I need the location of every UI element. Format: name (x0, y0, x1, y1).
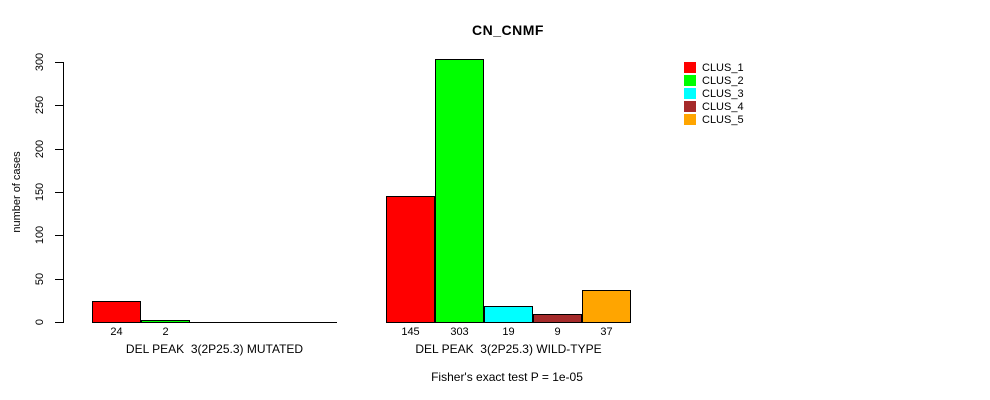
y-tick (55, 322, 63, 323)
bar-clus_1-group2 (386, 196, 435, 323)
fisher-test-footnote: Fisher's exact test P = 1e-05 (431, 370, 583, 384)
bar-value-label: 9 (554, 326, 561, 338)
legend-swatch-clus_1 (684, 62, 696, 73)
legend-label: CLUS_5 (702, 113, 744, 126)
y-tick-label: 100 (34, 226, 46, 245)
y-tick-label: 0 (34, 318, 46, 326)
y-tick (55, 62, 63, 63)
bar-clus_4-group2 (533, 314, 582, 323)
bar-value-label: 2 (162, 326, 169, 338)
bar-value-label: 19 (502, 326, 515, 338)
bar-clus_1-group1 (92, 301, 141, 323)
legend-item-clus_4: CLUS_4 (684, 100, 744, 113)
legend-label: CLUS_3 (702, 87, 744, 100)
bar-value-label: 24 (110, 326, 123, 338)
y-tick (55, 148, 63, 150)
legend-item-clus_3: CLUS_3 (684, 87, 744, 100)
y-tick (55, 278, 63, 280)
group-label: DEL PEAK 3(2P25.3) WILD-TYPE (415, 342, 602, 356)
y-axis-title: number of cases (11, 151, 23, 233)
bar-value-label: 145 (401, 326, 420, 338)
legend-swatch-clus_3 (684, 88, 696, 99)
y-tick-label: 150 (34, 182, 46, 202)
y-tick-label: 300 (34, 52, 46, 72)
legend-swatch-clus_2 (684, 75, 696, 86)
legend-swatch-clus_4 (684, 101, 696, 112)
y-tick (55, 105, 63, 107)
chart-title: CN_CNMF (472, 22, 544, 38)
y-axis-line (63, 62, 64, 323)
y-tick-label: 250 (34, 96, 46, 115)
legend-item-clus_1: CLUS_1 (684, 61, 744, 74)
group-label: DEL PEAK 3(2P25.3) MUTATED (125, 342, 304, 356)
legend-item-clus_2: CLUS_2 (684, 74, 744, 87)
y-tick-label: 50 (34, 272, 46, 285)
y-tick-label: 200 (34, 139, 46, 158)
bar-clus_5-group2 (582, 289, 631, 323)
legend-swatch-clus_5 (684, 114, 696, 125)
legend-label: CLUS_1 (702, 61, 744, 74)
bar-value-label: 37 (600, 326, 613, 338)
legend-item-clus_5: CLUS_5 (684, 113, 744, 126)
bar-clus_2-group1 (141, 320, 190, 323)
bar-clus_3-group2 (484, 305, 533, 323)
y-tick (55, 192, 63, 193)
group-baseline (92, 322, 337, 323)
y-tick (55, 235, 63, 237)
bar-value-label: 303 (450, 326, 469, 338)
legend-label: CLUS_4 (702, 100, 744, 113)
bar-clus_2-group2 (435, 59, 484, 323)
legend-label: CLUS_2 (702, 74, 744, 87)
